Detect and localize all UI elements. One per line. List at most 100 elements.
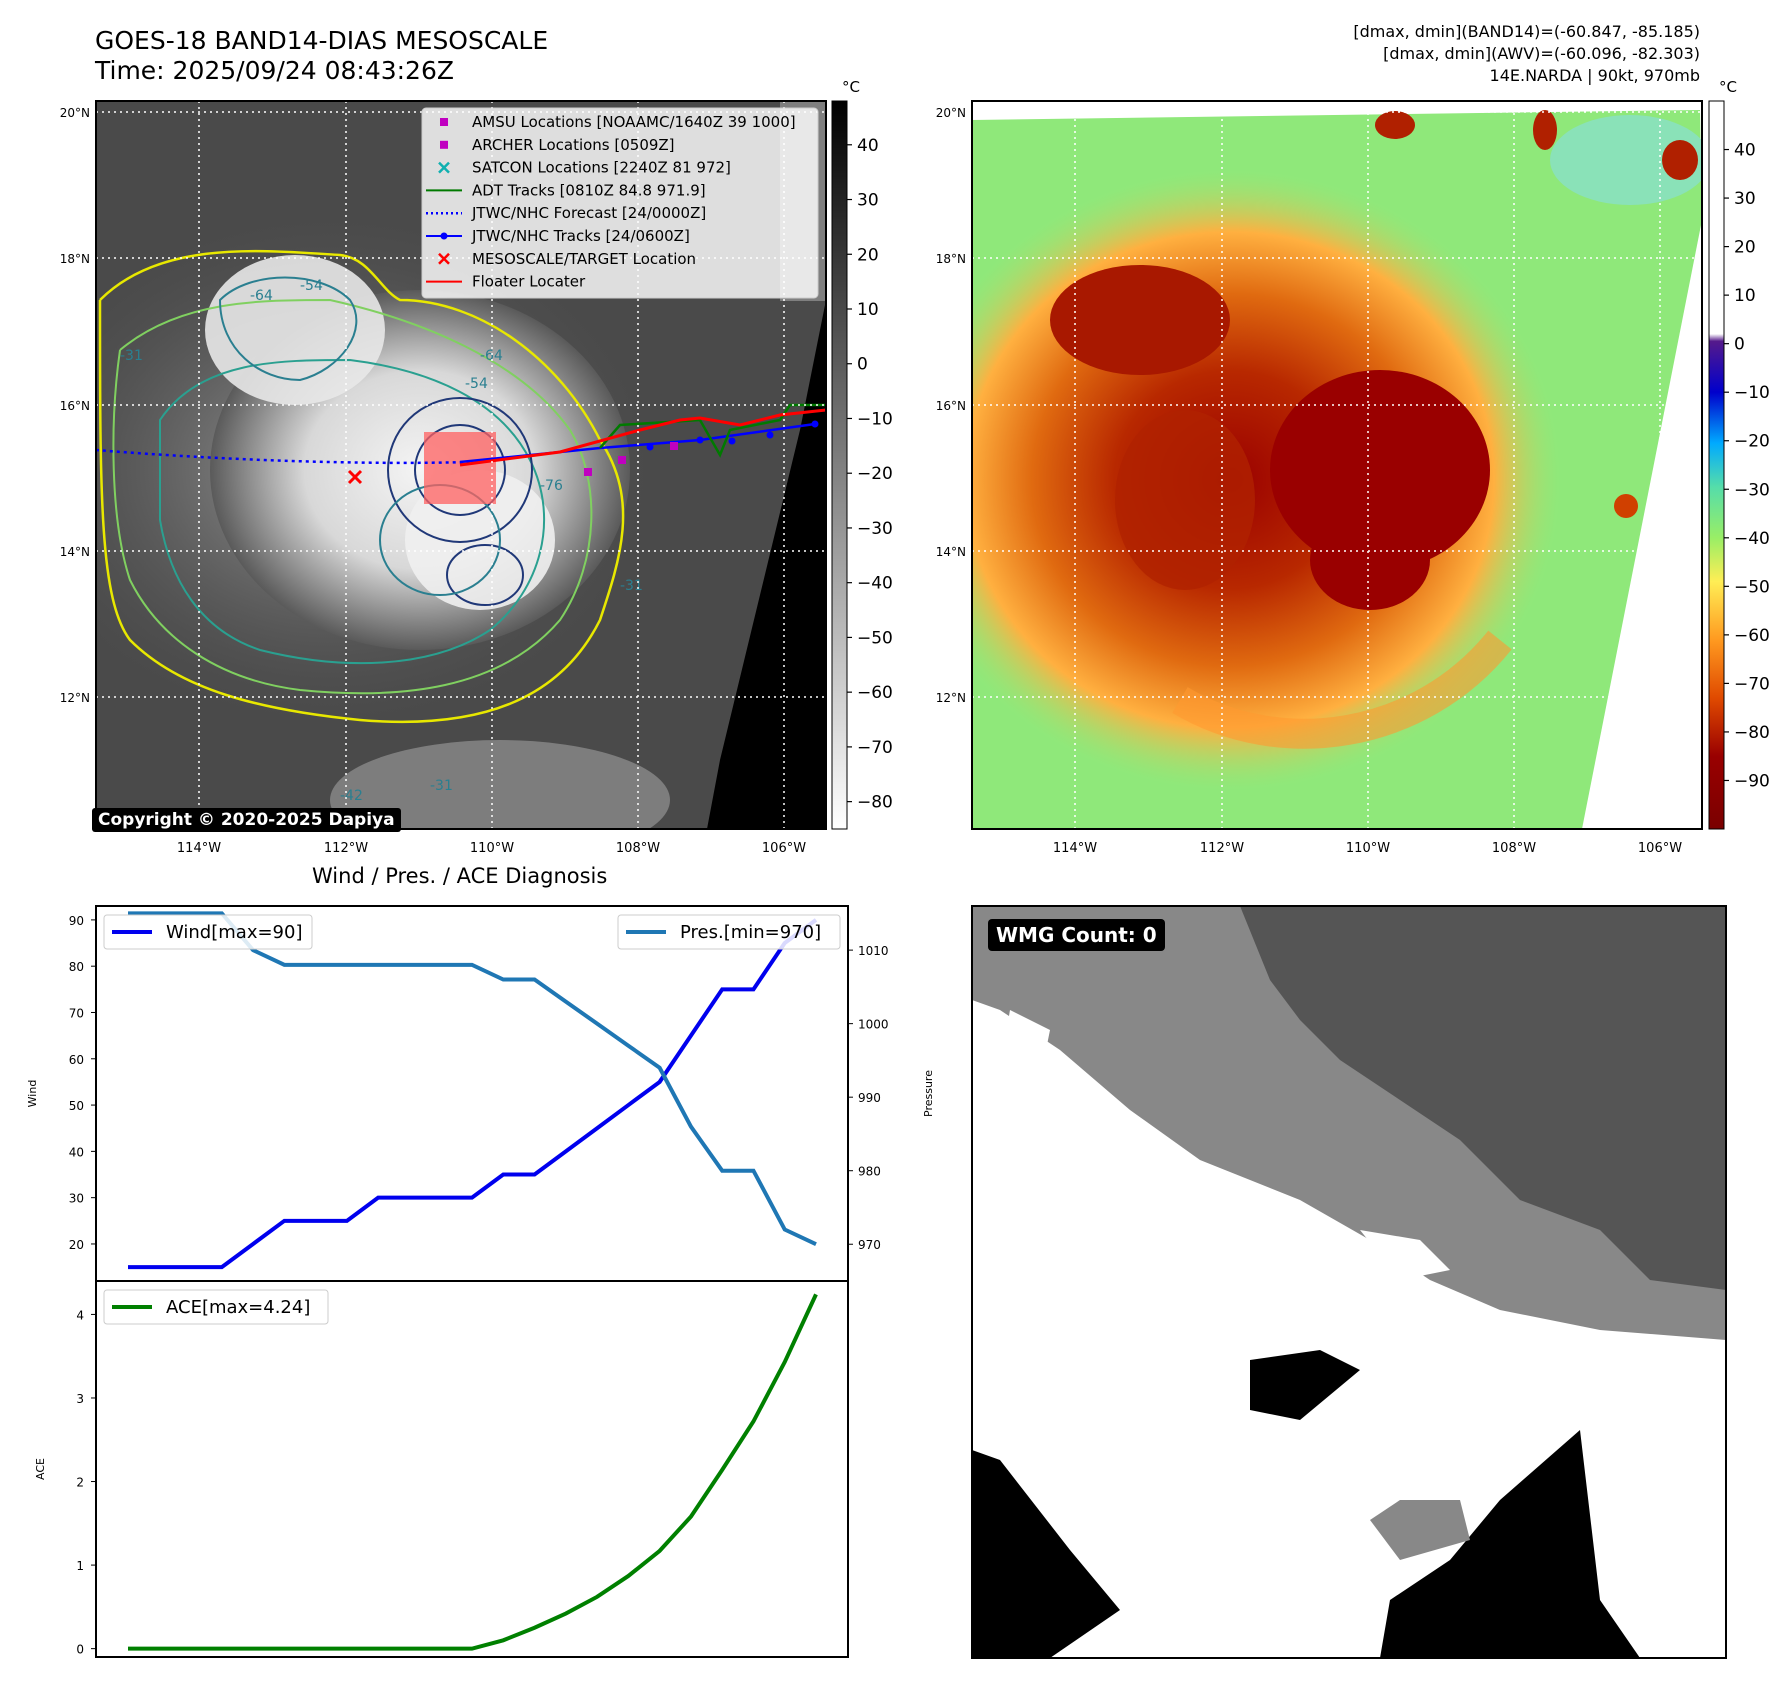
lon-label: 106°W [1638, 841, 1682, 856]
colorbar-tick-label: 10 [1734, 286, 1756, 306]
wind-tick-label: 60 [69, 1053, 84, 1067]
pressure-tick-label: 980 [858, 1165, 881, 1179]
pressure-axis-label: Pressure [922, 1070, 935, 1117]
floater-track-line [459, 408, 826, 467]
lat-label: 18°N [60, 252, 90, 266]
lon-label: 114°W [1053, 841, 1097, 856]
colorbar-tick-label: 10 [857, 300, 879, 320]
adt-track-line [599, 403, 826, 458]
ace-tick-label: 4 [76, 1308, 84, 1322]
copyright-label: Copyright © 2020-2025 Dapiya [92, 808, 401, 832]
dmax-awv: [dmax, dmin](AWV)=(-60.096, -82.303) [1383, 44, 1700, 63]
map2-axis-labels: 20°N 18°N 16°N 14°N 12°N 114°W 112°W 110°W 108°W… [936, 106, 1682, 856]
legend-marker [438, 252, 450, 265]
wmg-frame [971, 905, 1727, 1659]
wind-tick-label: 40 [69, 1145, 84, 1159]
lat-label: 20°N [60, 106, 90, 120]
pressure-tick-label: 990 [858, 1091, 881, 1105]
wind-series-line [128, 918, 818, 1270]
map-legend [421, 107, 819, 299]
ace-legend [103, 1289, 329, 1325]
lat-label: 14°N [60, 545, 90, 559]
colorbar-tick-label: −50 [857, 628, 893, 648]
colorbar-tick-label: −40 [1734, 529, 1770, 549]
ace-tick-label: 1 [76, 1559, 84, 1573]
ace-legend-label: ACE[max=4.24] [166, 1297, 310, 1318]
mesoscale-target-box [424, 432, 496, 504]
lon-label: 108°W [616, 841, 660, 856]
color-colorbar-unit: °C [1719, 78, 1737, 96]
contour-label: -31 [620, 578, 643, 594]
lon-label: 110°W [470, 841, 514, 856]
wind-tick-label: 80 [69, 960, 84, 974]
lon-label: 112°W [324, 841, 368, 856]
colorbar-tick-label: 40 [1734, 141, 1756, 161]
contour-label: -64 [250, 288, 273, 304]
lon-label: 112°W [1200, 841, 1244, 856]
amsu-marker [584, 468, 592, 476]
wind-legend [103, 914, 313, 950]
map2-frame [971, 100, 1703, 830]
ir-enhanced-map [972, 101, 1702, 829]
map2-gridlines [972, 101, 1702, 829]
ace-axes [95, 1280, 849, 1658]
ace-series-line [128, 1293, 818, 1651]
wind-pressure-axes [95, 905, 849, 1282]
colorbar-tick-label: 30 [1734, 189, 1756, 209]
colorbar-tick-label: −10 [857, 409, 893, 429]
contour-label: -31 [430, 778, 453, 794]
legend-marker [438, 161, 450, 174]
ace-axis-label: ACE [34, 1458, 47, 1480]
grayscale-colorbar-ticks: 40 30 20 10 0 −10 −20 −30 −40 −50 −60 −70 −80 [847, 136, 893, 813]
legend-marker [440, 140, 448, 149]
ace-tick-label: 3 [76, 1392, 84, 1406]
pressure-tick-label: 1000 [858, 1018, 889, 1032]
pressure-legend-label: Pres.[min=970] [680, 922, 821, 943]
contour-labels: -64 -64 -54 -31 -31 -31 -42 -76 -54 [120, 278, 643, 804]
colorbar-tick-label: −10 [1734, 383, 1770, 403]
map1-frame [95, 100, 827, 830]
lon-label: 114°W [177, 841, 221, 856]
legend-label: JTWC/NHC Tracks [24/0600Z] [471, 227, 690, 245]
gray-colorbar-unit: °C [842, 78, 860, 96]
lon-label: 106°W [762, 841, 806, 856]
colorbar-tick-label: 0 [857, 355, 868, 375]
lat-label: 18°N [936, 252, 966, 266]
contour-label: -76 [540, 478, 563, 494]
jtwc-forecast-line [96, 448, 471, 465]
storm-info: 14E.NARDA | 90kt, 970mb [1489, 66, 1700, 85]
contour-label: -54 [300, 278, 323, 294]
lat-label: 12°N [60, 691, 90, 705]
legend-label: AMSU Locations [NOAAMC/1640Z 39 1000] [472, 113, 796, 131]
map1-axis-labels: 20°N 18°N 16°N 14°N 12°N 114°W 112°W 110°W 108°W… [60, 106, 806, 856]
lat-label: 12°N [936, 691, 966, 705]
colorbar-tick-label: 40 [857, 136, 879, 156]
wind-legend-label: Wind[max=90] [166, 922, 303, 943]
figure-title: GOES-18 BAND14-DIAS MESOSCALE [95, 26, 549, 55]
wind-pressure-chart: 20 30 40 50 60 70 80 90 970 980 990 1000 1010 Wind Pre… [26, 911, 935, 1270]
lon-label: 108°W [1492, 841, 1536, 856]
colorbar-tick-label: −80 [1734, 723, 1770, 743]
colorbar-tick-label: 30 [857, 191, 879, 211]
colorbar-tick-label: −70 [857, 738, 893, 758]
ace-tick-label: 2 [76, 1476, 84, 1490]
ace-chart: 0 1 2 3 4 ACE ACE[max=4.24] [34, 1289, 818, 1657]
legend-label: ARCHER Locations [0509Z] [472, 136, 675, 154]
color-colorbar-ticks: 40 30 20 10 0 −10 −20 −30 −40 −50 −60 −70 −80 −90 [1724, 141, 1770, 791]
figure-time: Time: 2025/09/24 08:43:26Z [95, 56, 454, 85]
wind-axis-label: Wind [26, 1080, 39, 1108]
wind-tick-label: 50 [69, 1099, 84, 1113]
legend-label: ADT Tracks [0810Z 84.8 971.9] [472, 181, 706, 199]
wind-tick-label: 70 [69, 1006, 84, 1020]
wind-tick-label: 20 [69, 1238, 84, 1252]
colorbar-tick-label: −30 [1734, 480, 1770, 500]
contour-label: -42 [340, 788, 363, 804]
pressure-legend [617, 914, 841, 950]
wind-tick-label: 30 [69, 1192, 84, 1206]
colorbar-tick-label: −60 [857, 683, 893, 703]
grayscale-colorbar [831, 100, 848, 830]
lat-label: 14°N [936, 545, 966, 559]
lat-label: 20°N [936, 106, 966, 120]
pressure-tick-label: 970 [858, 1238, 881, 1252]
